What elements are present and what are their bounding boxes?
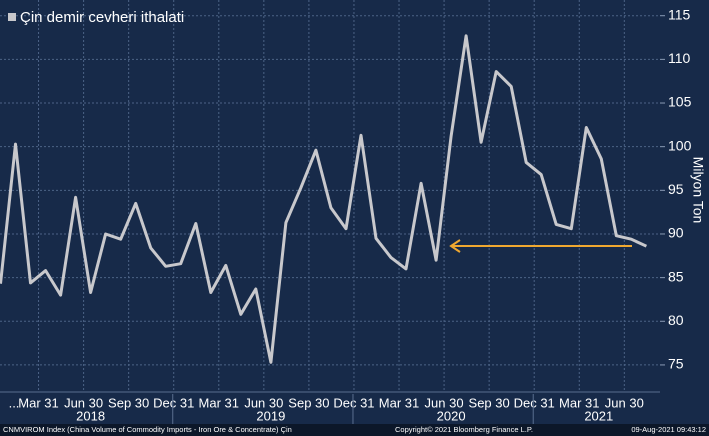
year-label: 2018 (76, 408, 105, 423)
y-tick-label: 110 (668, 50, 691, 66)
x-tick-label: Sep 30 (288, 395, 329, 410)
year-label: 2021 (584, 408, 613, 423)
background (0, 0, 709, 424)
year-label: 2020 (437, 408, 466, 423)
footer-copyright: Copyright© 2021 Bloomberg Finance L.P. (395, 425, 533, 434)
x-tick-label: Mar 31 (379, 395, 419, 410)
footer-source: CNMVIROM Index (China Volume of Commodit… (3, 425, 292, 434)
y-tick-label: 80 (668, 312, 684, 328)
x-tick-label: Sep 30 (469, 395, 510, 410)
y-tick-label: 85 (668, 268, 684, 284)
x-tick-label: Dec 31 (514, 395, 555, 410)
y-tick-label: 95 (668, 181, 684, 197)
y-axis-title: Milyon Ton (690, 157, 706, 224)
arrow (449, 239, 632, 253)
x-tick-label: Jun 30 (244, 395, 283, 410)
x-tick-label: Jun 30 (605, 395, 644, 410)
x-tick-label: Dec 31 (153, 395, 194, 410)
x-tick-label: Mar 31 (559, 395, 599, 410)
legend-label: Çin demir cevheri ithalati (20, 9, 184, 26)
footer-timestamp: 09-Aug-2021 09:43:12 (631, 425, 706, 434)
x-tick-label: Jun 30 (425, 395, 464, 410)
legend-swatch (8, 13, 16, 21)
y-tick-label: 115 (668, 6, 691, 22)
year-label: 2019 (256, 408, 285, 423)
marks (0, 34, 648, 364)
y-tick-label: 90 (668, 225, 684, 241)
x-tick-label: Mar 31 (199, 395, 239, 410)
x-tick-label: Mar 31 (18, 395, 58, 410)
grid (0, 0, 660, 392)
x-tick-label: Sep 30 (108, 395, 149, 410)
x-tick-label: Jun 30 (64, 395, 103, 410)
y-tick-label: 105 (668, 94, 692, 110)
x-tick-label: ... (9, 395, 20, 410)
y-tick-label: 75 (668, 356, 684, 372)
y-tick-label: 100 (668, 137, 692, 153)
series-line (0, 34, 648, 364)
x-tick-label: Dec 31 (333, 395, 374, 410)
footer-bar (0, 424, 709, 436)
